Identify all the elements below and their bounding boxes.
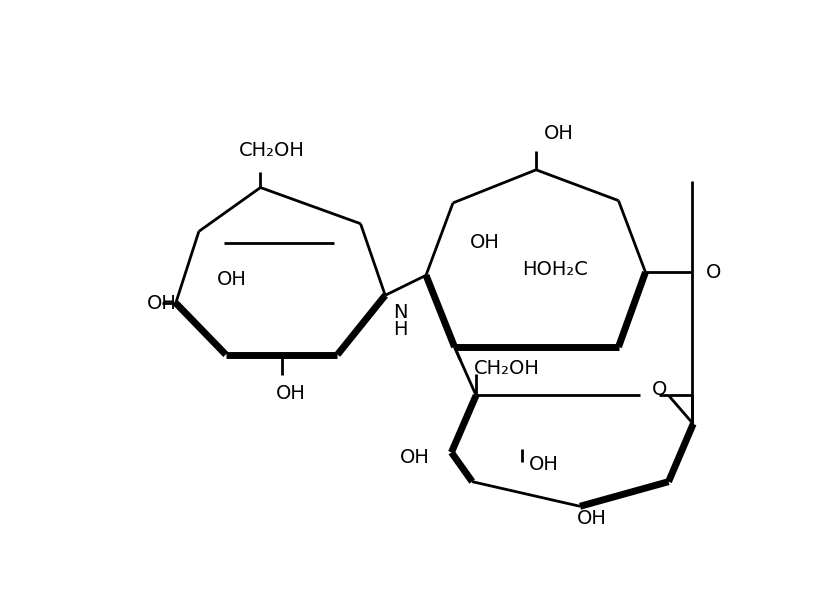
Text: OH: OH — [470, 234, 500, 253]
Text: OH: OH — [400, 447, 430, 466]
Text: CH₂OH: CH₂OH — [474, 359, 539, 378]
Text: N: N — [393, 303, 407, 322]
Text: OH: OH — [276, 384, 306, 403]
Text: OH: OH — [217, 270, 247, 289]
Text: O: O — [651, 380, 667, 399]
Text: OH: OH — [529, 455, 559, 474]
Text: HOH₂C: HOH₂C — [523, 261, 589, 280]
Text: OH: OH — [544, 124, 574, 143]
Text: H: H — [393, 320, 407, 339]
Text: OH: OH — [577, 509, 606, 528]
Text: CH₂OH: CH₂OH — [239, 141, 305, 160]
Text: OH: OH — [147, 294, 177, 313]
Text: O: O — [706, 263, 721, 282]
